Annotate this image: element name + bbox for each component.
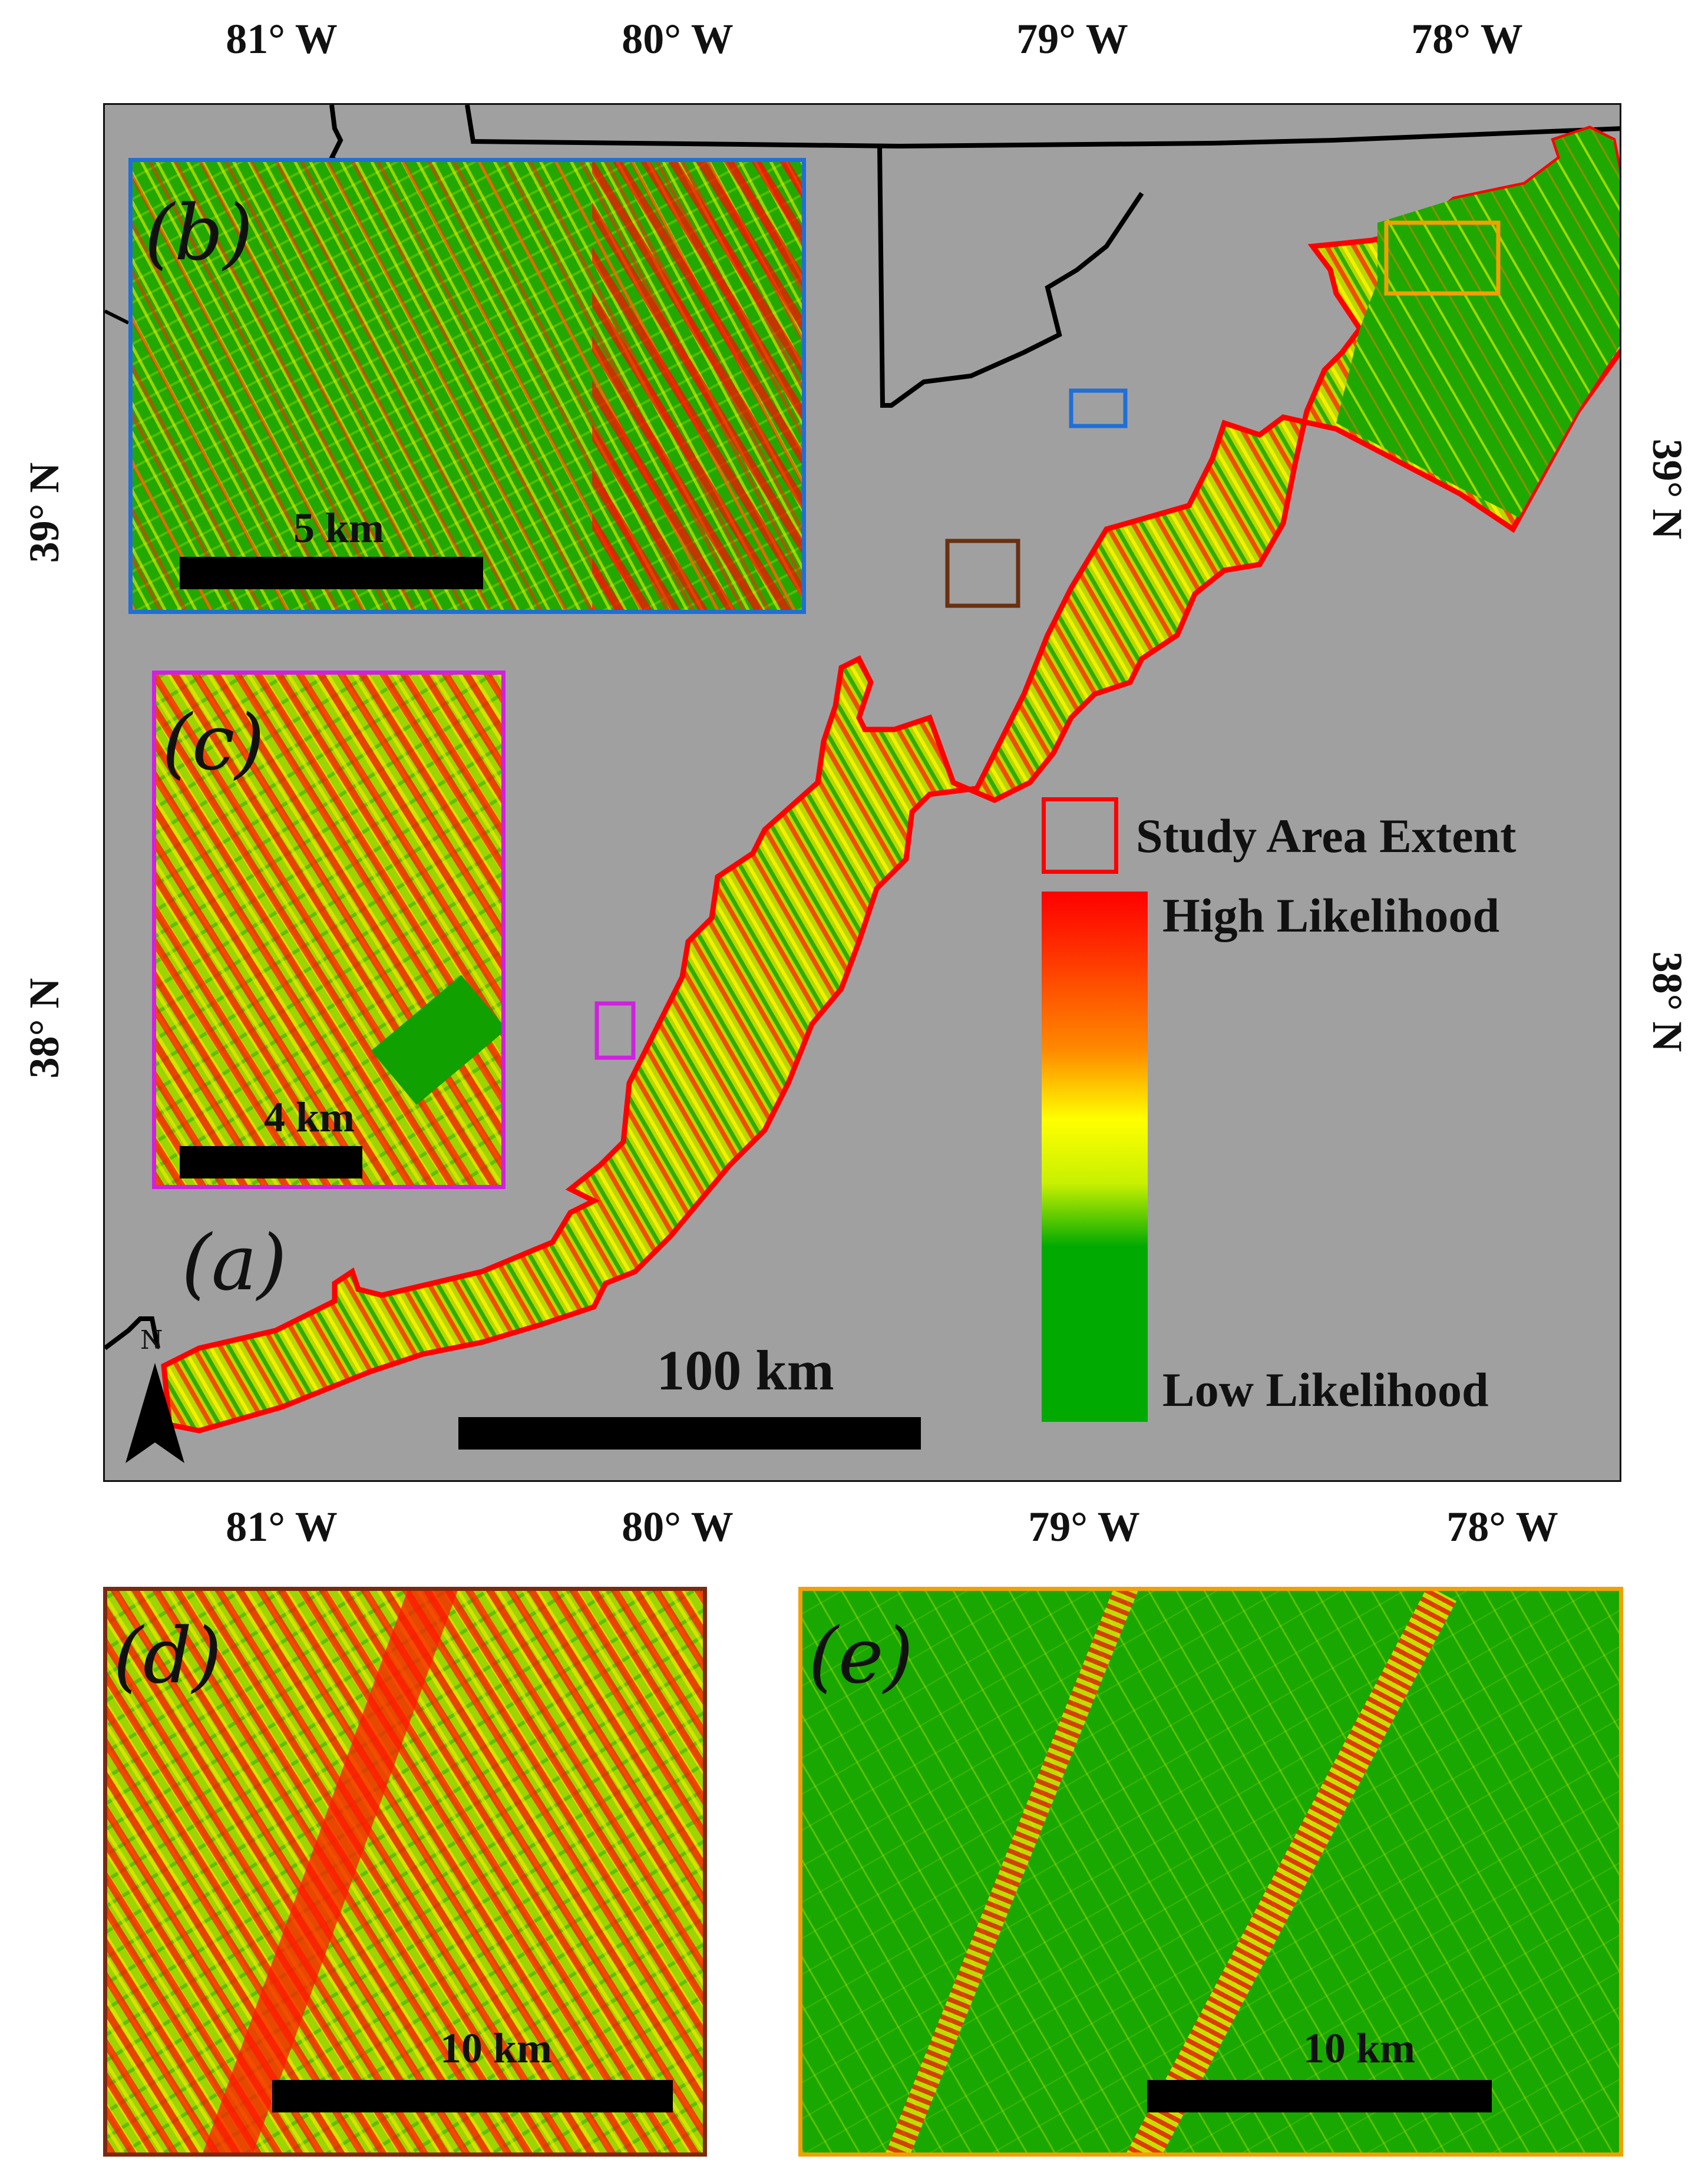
inset-d-ridge-band bbox=[192, 1591, 458, 2152]
state-boundary-west-edge bbox=[105, 309, 130, 325]
inset-b-label: (b) bbox=[144, 188, 253, 278]
inset-b-scale-label: 5 km bbox=[293, 504, 385, 552]
locator-box-c bbox=[594, 1001, 636, 1060]
locator-box-b bbox=[1069, 388, 1128, 428]
top-lon-label-81w: 81° W bbox=[226, 15, 338, 62]
north-label: N bbox=[140, 1325, 163, 1355]
top-lon-label-78w: 78° W bbox=[1411, 15, 1523, 62]
legend-low-label: Low Likelihood bbox=[1162, 1363, 1489, 1417]
legend-color-ramp bbox=[1042, 892, 1148, 1422]
bottom-lon-label-81w: 81° W bbox=[226, 1503, 338, 1550]
legend-study-area-swatch bbox=[1042, 797, 1118, 874]
inset-c-scale-label: 4 km bbox=[263, 1094, 355, 1141]
locator-box-d bbox=[945, 539, 1020, 608]
inset-d-label: (d) bbox=[113, 1611, 222, 1701]
inset-e-scale-bar bbox=[1147, 2080, 1492, 2112]
state-boundary-wv-va bbox=[877, 146, 1144, 408]
main-map-label: (a) bbox=[181, 1218, 287, 1308]
inset-c-scale-bar bbox=[180, 1146, 362, 1178]
locator-box-e bbox=[1384, 220, 1501, 296]
inset-d-scale-bar bbox=[272, 2080, 673, 2112]
inset-b-panel: (b) 5 km bbox=[128, 158, 806, 614]
north-arrow-icon bbox=[125, 1363, 184, 1463]
right-lat-label-39n: 39° N bbox=[1644, 438, 1691, 540]
inset-e-label: (e) bbox=[808, 1611, 914, 1701]
state-boundary-north bbox=[465, 105, 1620, 149]
inset-e-ridge-1 bbox=[876, 1591, 1141, 2152]
main-scale-bar bbox=[458, 1417, 921, 1450]
study-area-extent bbox=[161, 126, 1620, 1434]
inset-c-valley bbox=[371, 975, 501, 1105]
main-map-svg bbox=[105, 105, 1620, 1463]
study-area-eastern-zone bbox=[1336, 128, 1620, 517]
inset-b-scale-bar bbox=[180, 557, 483, 589]
inset-c-label: (c) bbox=[162, 698, 265, 787]
legend-high-label: High Likelihood bbox=[1162, 889, 1499, 942]
bottom-lon-label-80w: 80° W bbox=[622, 1503, 734, 1550]
inset-e-scale-label: 10 km bbox=[1303, 2025, 1416, 2072]
right-lat-label-38n: 38° N bbox=[1644, 951, 1691, 1052]
bottom-lon-label-79w: 79° W bbox=[1028, 1503, 1140, 1550]
inset-d-scale-label: 10 km bbox=[440, 2025, 553, 2072]
state-boundary-southwest bbox=[105, 1316, 160, 1351]
inset-e-panel: (e) 10 km bbox=[798, 1587, 1623, 2157]
left-lat-label-39n: 39° N bbox=[21, 462, 68, 563]
bottom-lon-label-78w: 78° W bbox=[1446, 1503, 1558, 1550]
legend-study-area-label: Study Area Extent bbox=[1136, 809, 1517, 863]
inset-b-ridge-band bbox=[592, 162, 802, 610]
inset-d-panel: (d) 10 km bbox=[103, 1587, 707, 2157]
inset-c-panel: (c) 4 km bbox=[152, 671, 506, 1189]
main-map-panel: N (b) 5 km (c) 4 km (a) Study Area Exten… bbox=[103, 103, 1621, 1482]
top-lon-label-79w: 79° W bbox=[1016, 15, 1128, 62]
top-lon-label-80w: 80° W bbox=[622, 15, 734, 62]
state-boundary-west-kink bbox=[328, 105, 343, 166]
left-lat-label-38n: 38° N bbox=[21, 978, 68, 1079]
main-scale-label: 100 km bbox=[656, 1339, 834, 1402]
